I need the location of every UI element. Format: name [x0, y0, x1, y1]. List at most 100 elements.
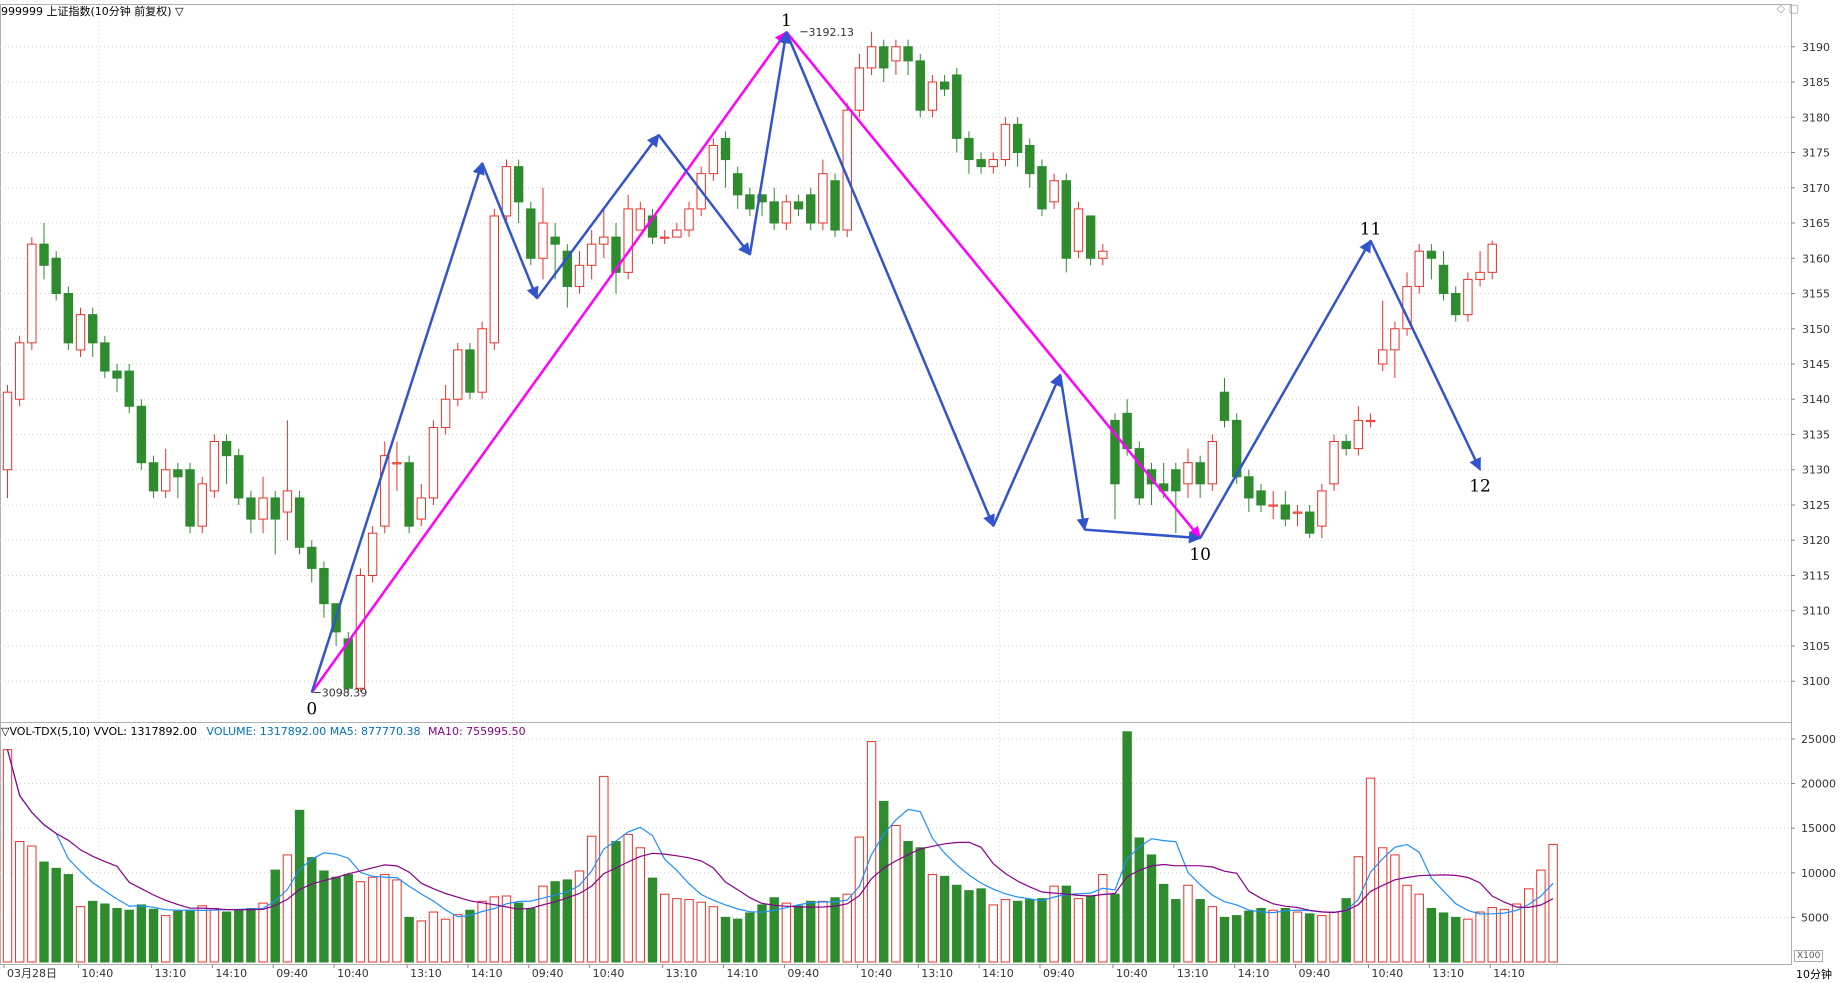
time-tick-label: 14:10 — [1493, 967, 1525, 980]
candle-body — [112, 370, 122, 379]
volume-bar — [1195, 899, 1205, 963]
volume-bar — [465, 909, 475, 963]
candle-body — [1463, 278, 1473, 316]
volume-bar — [647, 877, 658, 963]
blue-wave-segment — [1058, 374, 1089, 531]
candle-body — [659, 236, 670, 239]
candle-body — [1426, 250, 1437, 259]
price-tick-label: 3170 — [1802, 182, 1830, 195]
volume-bar — [453, 914, 463, 963]
volume-moving-averages — [6, 749, 1554, 918]
blue-wave-segment — [1369, 240, 1482, 471]
time-tick-label: 14:10 — [471, 967, 503, 980]
candle-body — [818, 173, 828, 224]
volume-bar — [1341, 898, 1351, 963]
time-tick-label: 03月28日 — [7, 967, 57, 980]
candle-body — [976, 159, 986, 168]
period-label-box[interactable]: 10分钟 — [1796, 966, 1832, 982]
volume-bar — [1122, 731, 1132, 963]
restore-icon[interactable]: ▢ — [1788, 2, 1799, 15]
volume-bar — [477, 900, 487, 963]
candle-body — [733, 173, 743, 196]
volume-bar — [428, 911, 439, 963]
volume-bar — [684, 899, 694, 963]
ma5-line — [6, 749, 1554, 918]
candle-body — [1304, 511, 1315, 534]
candle-body — [599, 236, 609, 245]
blue-wave-segment — [480, 162, 539, 300]
price-tick-label: 3110 — [1802, 605, 1830, 618]
volume-bar — [818, 900, 828, 963]
volume-indicator-name[interactable]: ▽VOL-TDX(5,10) — [1, 725, 91, 738]
volume-bar — [27, 845, 37, 963]
price-tick-label: 3190 — [1802, 41, 1830, 54]
candle-body — [964, 137, 974, 161]
candle-body — [586, 243, 597, 266]
volume-bar — [124, 909, 134, 963]
time-axis: 03月28日 10:40 13:10 14:10 09:40 10:40 13:10 14:1… — [0, 964, 1791, 980]
price-tick-label: 3165 — [1802, 217, 1830, 230]
candle-body — [124, 370, 134, 407]
chart-title[interactable]: 999999 上证指数(10分钟 前复权) ▽ — [1, 3, 184, 19]
volume-bar — [806, 900, 816, 963]
candle-body — [1390, 328, 1400, 351]
volume-bar — [185, 909, 195, 963]
volume-bar — [842, 893, 852, 963]
chevron-down-icon[interactable]: ▽ — [175, 5, 184, 18]
wave-lines — [310, 30, 1482, 694]
volume-bar — [915, 847, 925, 963]
price-tick-label: 3115 — [1802, 569, 1830, 582]
price-tick-label: 3155 — [1802, 288, 1830, 301]
candle-body — [185, 469, 195, 527]
time-tick-label: 13:10 — [666, 967, 698, 980]
time-tick-label: 14:10 — [215, 967, 247, 980]
volume-bar — [1110, 893, 1120, 963]
vvol-value: VVOL: 1317892.00 — [93, 725, 197, 738]
volume-bar — [769, 897, 779, 963]
volume-bar — [404, 916, 414, 963]
volume-bar — [14, 841, 25, 963]
volume-bar — [988, 904, 998, 963]
candle-body — [100, 342, 110, 372]
time-tick-label: 09:40 — [532, 967, 564, 980]
candle-body — [416, 497, 426, 520]
volume-bar — [1353, 856, 1364, 963]
price-tick-label: 3175 — [1802, 147, 1830, 160]
time-tick-label: 14:10 — [982, 967, 1014, 980]
volume-bar — [745, 912, 755, 963]
volume-bar — [489, 896, 500, 963]
candle-body — [1061, 180, 1071, 259]
volume-bar — [221, 911, 232, 963]
candle-body — [307, 546, 317, 569]
volume-bar — [270, 869, 280, 963]
volume-bar — [1158, 883, 1169, 963]
volume-bar — [1304, 913, 1315, 963]
diamond-icon[interactable]: ◇ — [1776, 2, 1786, 15]
time-tick-label: 09:40 — [787, 967, 819, 980]
volume-axis: 5000 10000 15000 20000 25000 — [1791, 733, 1836, 924]
candle-body — [806, 194, 816, 224]
blue-wave-segment — [785, 31, 995, 528]
volume-bar — [830, 897, 840, 963]
candle-body — [538, 222, 548, 259]
volume-bar — [1012, 900, 1023, 963]
volume-bar — [234, 909, 244, 963]
volume-bar — [1171, 899, 1181, 963]
candle-body — [988, 159, 998, 168]
volume-bar — [355, 881, 366, 963]
time-tick-label: 13:10 — [1432, 967, 1464, 980]
volume-bar — [635, 847, 646, 963]
time-tick-label: 10:40 — [1116, 967, 1148, 980]
candle-body — [319, 567, 329, 605]
blue-wave-segment — [992, 373, 1062, 527]
ma10-line — [6, 749, 1554, 914]
candle-body — [404, 462, 414, 527]
window-controls[interactable]: ◇ ▢ — [1777, 2, 1799, 15]
volume-bar — [197, 905, 207, 963]
time-tick-label: 14:10 — [1238, 967, 1270, 980]
candle-body — [1098, 250, 1108, 259]
candle-body — [148, 462, 159, 492]
volume-bar — [1487, 907, 1497, 963]
candle-body — [75, 314, 86, 351]
